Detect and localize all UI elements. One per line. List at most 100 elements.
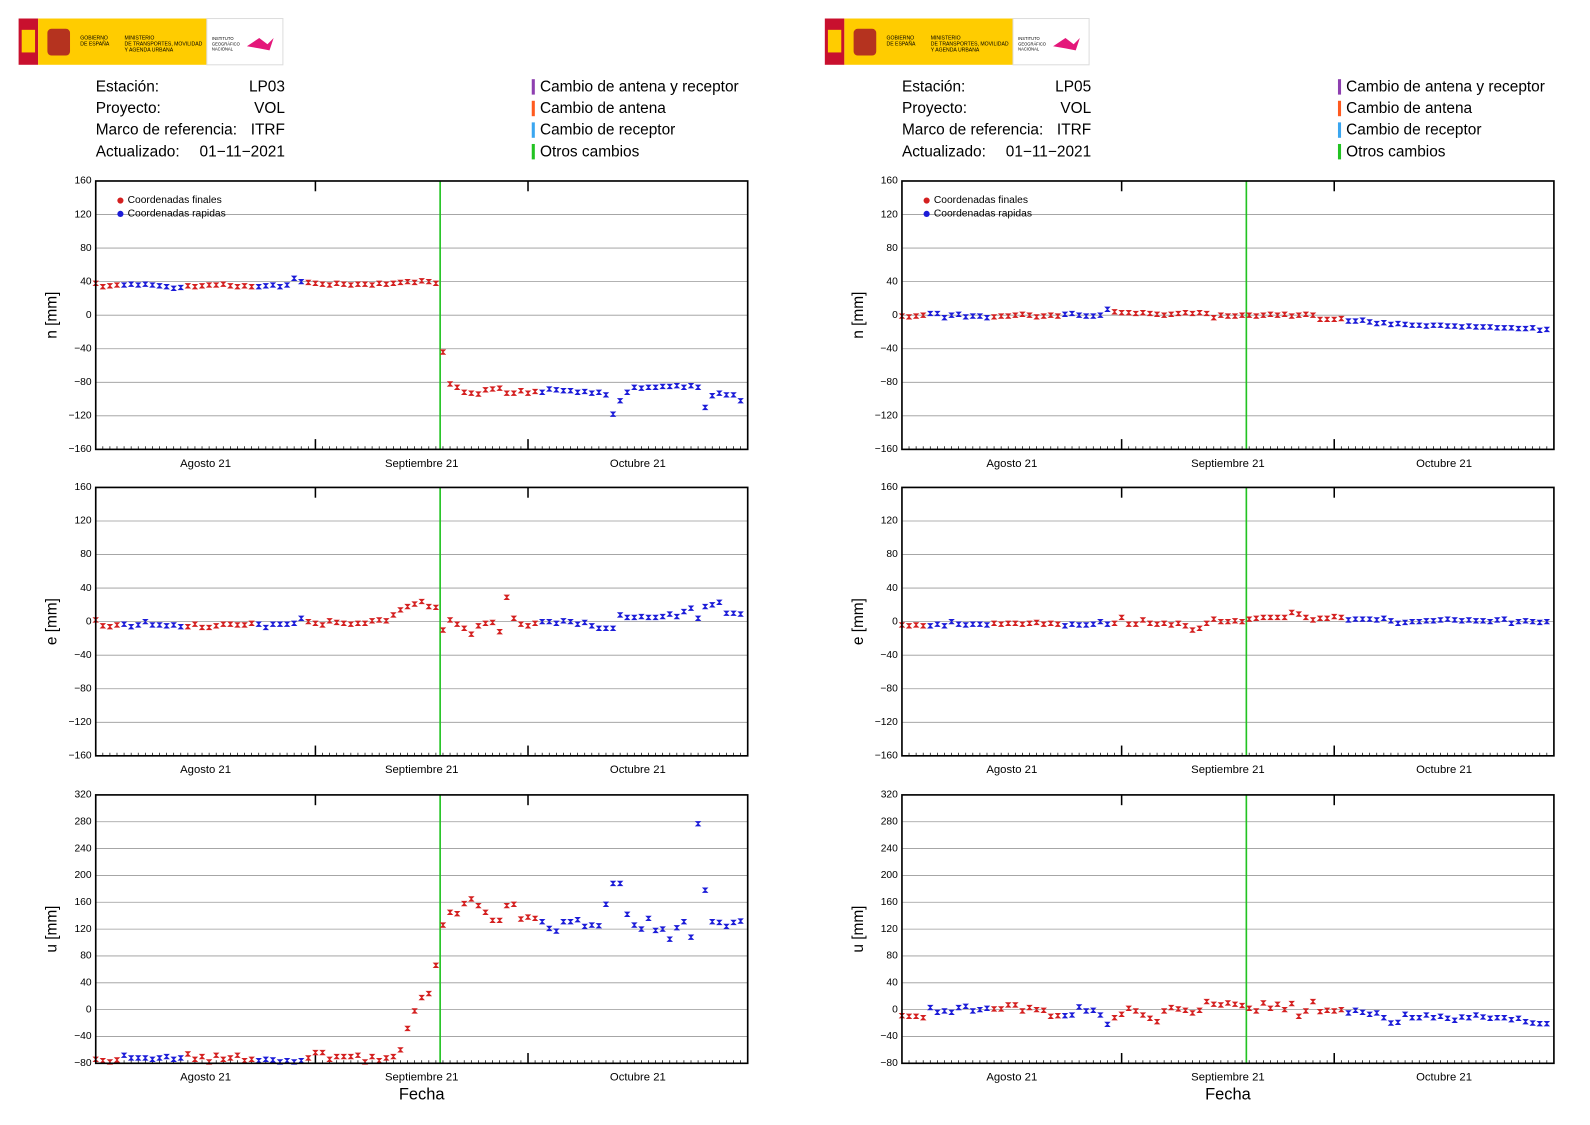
logo-text: MINISTERIO [931,35,961,41]
data-point [616,612,624,618]
y-tick-label: −80 [74,683,92,694]
x-tick-label: Agosto 21 [986,764,1037,776]
data-point [1019,621,1026,627]
change-swatch [531,79,535,95]
data-point [1210,315,1218,321]
data-point [425,278,433,285]
data-point [397,1047,404,1053]
data-point [432,280,440,286]
data-point [142,281,149,287]
data-point [227,621,234,627]
data-point [432,604,440,611]
y-tick-label: 160 [74,176,91,187]
data-point [574,389,581,396]
y-tick-label: 80 [80,549,92,560]
data-point [425,990,433,997]
data-point [1054,1012,1062,1019]
data-point [1082,1008,1090,1014]
data-point [1004,1002,1012,1008]
data-point [969,1008,977,1014]
data-point [1345,1010,1352,1016]
data-point [659,383,666,390]
data-point [1451,323,1458,329]
data-point [1075,1004,1083,1010]
legend-label: Coordenadas rapidas [934,209,1032,220]
data-point [290,620,298,626]
data-point [531,620,539,626]
data-point [361,620,369,626]
data-point [1104,1021,1111,1028]
data-point [305,1055,312,1061]
data-point [241,283,248,289]
y-tick-label: −40 [74,1031,92,1042]
data-point [1515,618,1522,625]
data-point [1167,1004,1175,1011]
data-point [1387,618,1395,624]
data-point [1217,618,1225,625]
y-tick-label: 80 [80,951,92,962]
logo-text: GOBIERNO [80,35,108,41]
data-point [1090,621,1097,627]
data-point [1423,1012,1430,1018]
data-point [390,1053,397,1060]
data-point [1175,620,1182,626]
data-point [1012,312,1019,318]
data-point [1323,615,1331,621]
data-point [248,283,255,290]
data-point [163,1053,170,1060]
data-point [184,1051,192,1057]
data-point [553,387,560,393]
data-point [919,312,927,318]
data-point [1330,1008,1338,1014]
data-point [234,1052,241,1058]
data-point [567,919,574,925]
data-point [1486,324,1494,330]
y-axis-label: e [mm] [850,598,867,645]
data-point [631,614,638,621]
data-point [1458,1014,1466,1020]
y-tick-label: 240 [74,843,91,854]
data-point [113,622,121,628]
legend-marker [117,210,124,217]
data-point [418,598,425,605]
data-point [1075,622,1083,628]
data-point [1536,327,1543,333]
y-tick-label: 0 [86,310,92,321]
data-point [1274,1001,1281,1007]
data-point [1061,623,1069,629]
data-point [1238,618,1246,625]
data-point [948,312,955,318]
data-point [1040,621,1047,627]
data-point [1182,309,1189,316]
field-label: Actualizado: [902,143,986,160]
y-tick-label: −120 [875,411,898,422]
data-point [538,618,546,625]
x-tick-label: Octubre 21 [610,764,666,776]
data-point [716,599,723,606]
data-point [666,936,673,942]
data-point [919,623,927,629]
data-point [1295,611,1303,617]
data-point [941,623,948,629]
data-point [142,1055,149,1061]
data-point [709,602,716,608]
data-point [1423,618,1430,624]
data-point [404,603,411,610]
data-point [687,605,695,611]
data-point [262,283,270,289]
data-point [1082,622,1090,628]
data-point [283,621,291,627]
legend-marker [923,197,930,204]
data-point [1097,312,1104,318]
data-point [482,620,489,626]
data-point [976,1006,984,1013]
y-tick-label: −80 [74,1058,92,1069]
data-point [1210,1001,1218,1007]
y-tick-label: 120 [881,924,898,935]
y-tick-label: 120 [74,924,91,935]
logo-flag-yellow [21,29,36,53]
data-point [517,621,525,627]
y-tick-label: 40 [886,583,898,594]
data-point [659,613,666,620]
logo-text: DE TRANSPORTES, MOVILIDAD [125,42,203,48]
